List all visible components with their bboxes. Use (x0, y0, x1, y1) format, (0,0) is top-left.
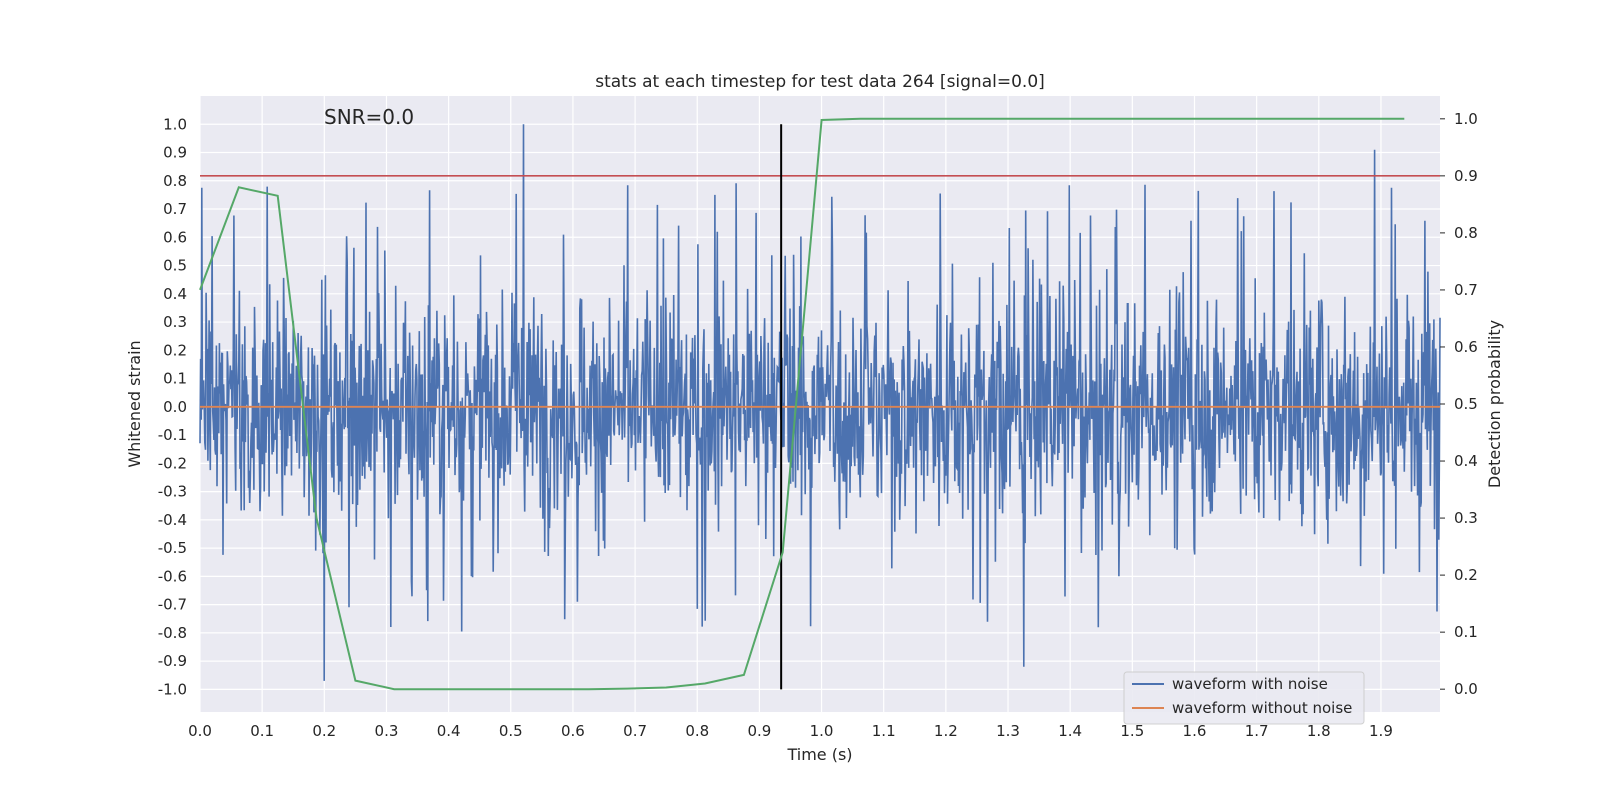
legend-label-noisy: waveform with noise (1172, 675, 1328, 693)
y-right-axis-ticks: 0.0 0.1 0.2 0.3 0.4 0.5 0.6 0.7 0.8 0.9 1.0 (1440, 110, 1478, 698)
x-tick-label: 1.8 (1307, 722, 1331, 740)
x-tick-label: 1.1 (872, 722, 896, 740)
x-tick-label: 0.4 (437, 722, 461, 740)
x-tick-label: 0.5 (499, 722, 523, 740)
y-left-tick-label: 0.9 (163, 144, 187, 162)
y-left-tick-label: 0.2 (163, 341, 187, 359)
x-tick-label: 1.2 (934, 722, 958, 740)
y-left-tick-label: -0.7 (158, 596, 187, 614)
snr-annotation: SNR=0.0 (324, 105, 414, 129)
y-right-tick-label: 1.0 (1454, 110, 1478, 128)
legend-box (1123, 671, 1365, 725)
y-right-tick-label: 0.8 (1454, 224, 1478, 242)
x-tick-label: 1.0 (810, 722, 834, 740)
series-detection-probability (199, 117, 1405, 691)
y-left-tick-label: 0.3 (163, 313, 187, 331)
y-left-axis-label: Whitened strain (125, 340, 144, 467)
y-left-tick-label: 0.6 (163, 228, 187, 246)
y-left-tick-label: -0.9 (158, 652, 187, 670)
x-tick-label: 0.0 (188, 722, 212, 740)
x-tick-label: 1.6 (1183, 722, 1207, 740)
y-left-tick-label: -0.6 (158, 567, 187, 585)
legend: waveform with noise waveform without noi… (1123, 671, 1365, 725)
y-left-tick-label: 0.5 (163, 257, 187, 275)
x-tick-label: 1.3 (996, 722, 1020, 740)
x-tick-label: 0.6 (561, 722, 585, 740)
y-left-tick-label: 0.7 (163, 200, 187, 218)
y-right-tick-label: 0.7 (1454, 281, 1478, 299)
y-right-tick-label: 0.0 (1454, 680, 1478, 698)
x-tick-label: 0.9 (747, 722, 771, 740)
y-right-axis-label: Detection probability (1485, 320, 1504, 488)
y-left-tick-label: 0.4 (163, 285, 187, 303)
y-left-tick-label: -0.2 (158, 454, 187, 472)
x-tick-label: 0.7 (623, 722, 647, 740)
y-left-tick-label: 1.0 (163, 115, 187, 133)
chart-title: stats at each timestep for test data 264… (595, 72, 1045, 92)
noisy-waveform-line (199, 124, 1441, 681)
x-tick-label: 0.1 (250, 722, 274, 740)
series-waveform-with-noise (199, 124, 1441, 681)
probability-line (199, 117, 1405, 691)
x-tick-label: 1.7 (1245, 722, 1269, 740)
x-tick-label: 0.2 (312, 722, 336, 740)
y-left-tick-label: 0.0 (163, 398, 187, 416)
y-left-tick-label: -1.0 (158, 680, 187, 698)
y-left-tick-label: -0.1 (158, 426, 187, 444)
x-tick-label: 0.3 (375, 722, 399, 740)
x-tick-label: 0.8 (685, 722, 709, 740)
y-right-tick-label: 0.6 (1454, 338, 1478, 356)
y-left-tick-label: 0.8 (163, 172, 187, 190)
y-right-tick-label: 0.2 (1454, 566, 1478, 584)
y-left-tick-label: -0.4 (158, 511, 187, 529)
y-right-tick-label: 0.3 (1454, 509, 1478, 527)
x-tick-label: 1.4 (1058, 722, 1082, 740)
legend-label-clean: waveform without noise (1172, 699, 1352, 717)
y-right-tick-label: 0.5 (1454, 395, 1478, 413)
x-axis-ticks: 0.0 0.1 0.2 0.3 0.4 0.5 0.6 0.7 0.8 0.9 1.0 1.1 1.2 1… (188, 722, 1393, 740)
y-left-tick-label: -0.3 (158, 483, 187, 501)
y-left-tick-label: 0.1 (163, 370, 187, 388)
x-tick-label: 1.9 (1369, 722, 1393, 740)
y-right-tick-label: 0.9 (1454, 167, 1478, 185)
y-right-tick-label: 0.4 (1454, 452, 1478, 470)
y-left-tick-label: -0.5 (158, 539, 187, 557)
y-left-tick-label: -0.8 (158, 624, 187, 642)
x-axis-label: Time (s) (786, 745, 852, 764)
x-tick-label: 1.5 (1120, 722, 1144, 740)
y-right-tick-label: 0.1 (1454, 623, 1478, 641)
y-left-axis-ticks: -1.0 -0.9 -0.8 -0.7 -0.6 -0.5 -0.4 -0.3 -0.2 -0.1… (158, 115, 187, 698)
